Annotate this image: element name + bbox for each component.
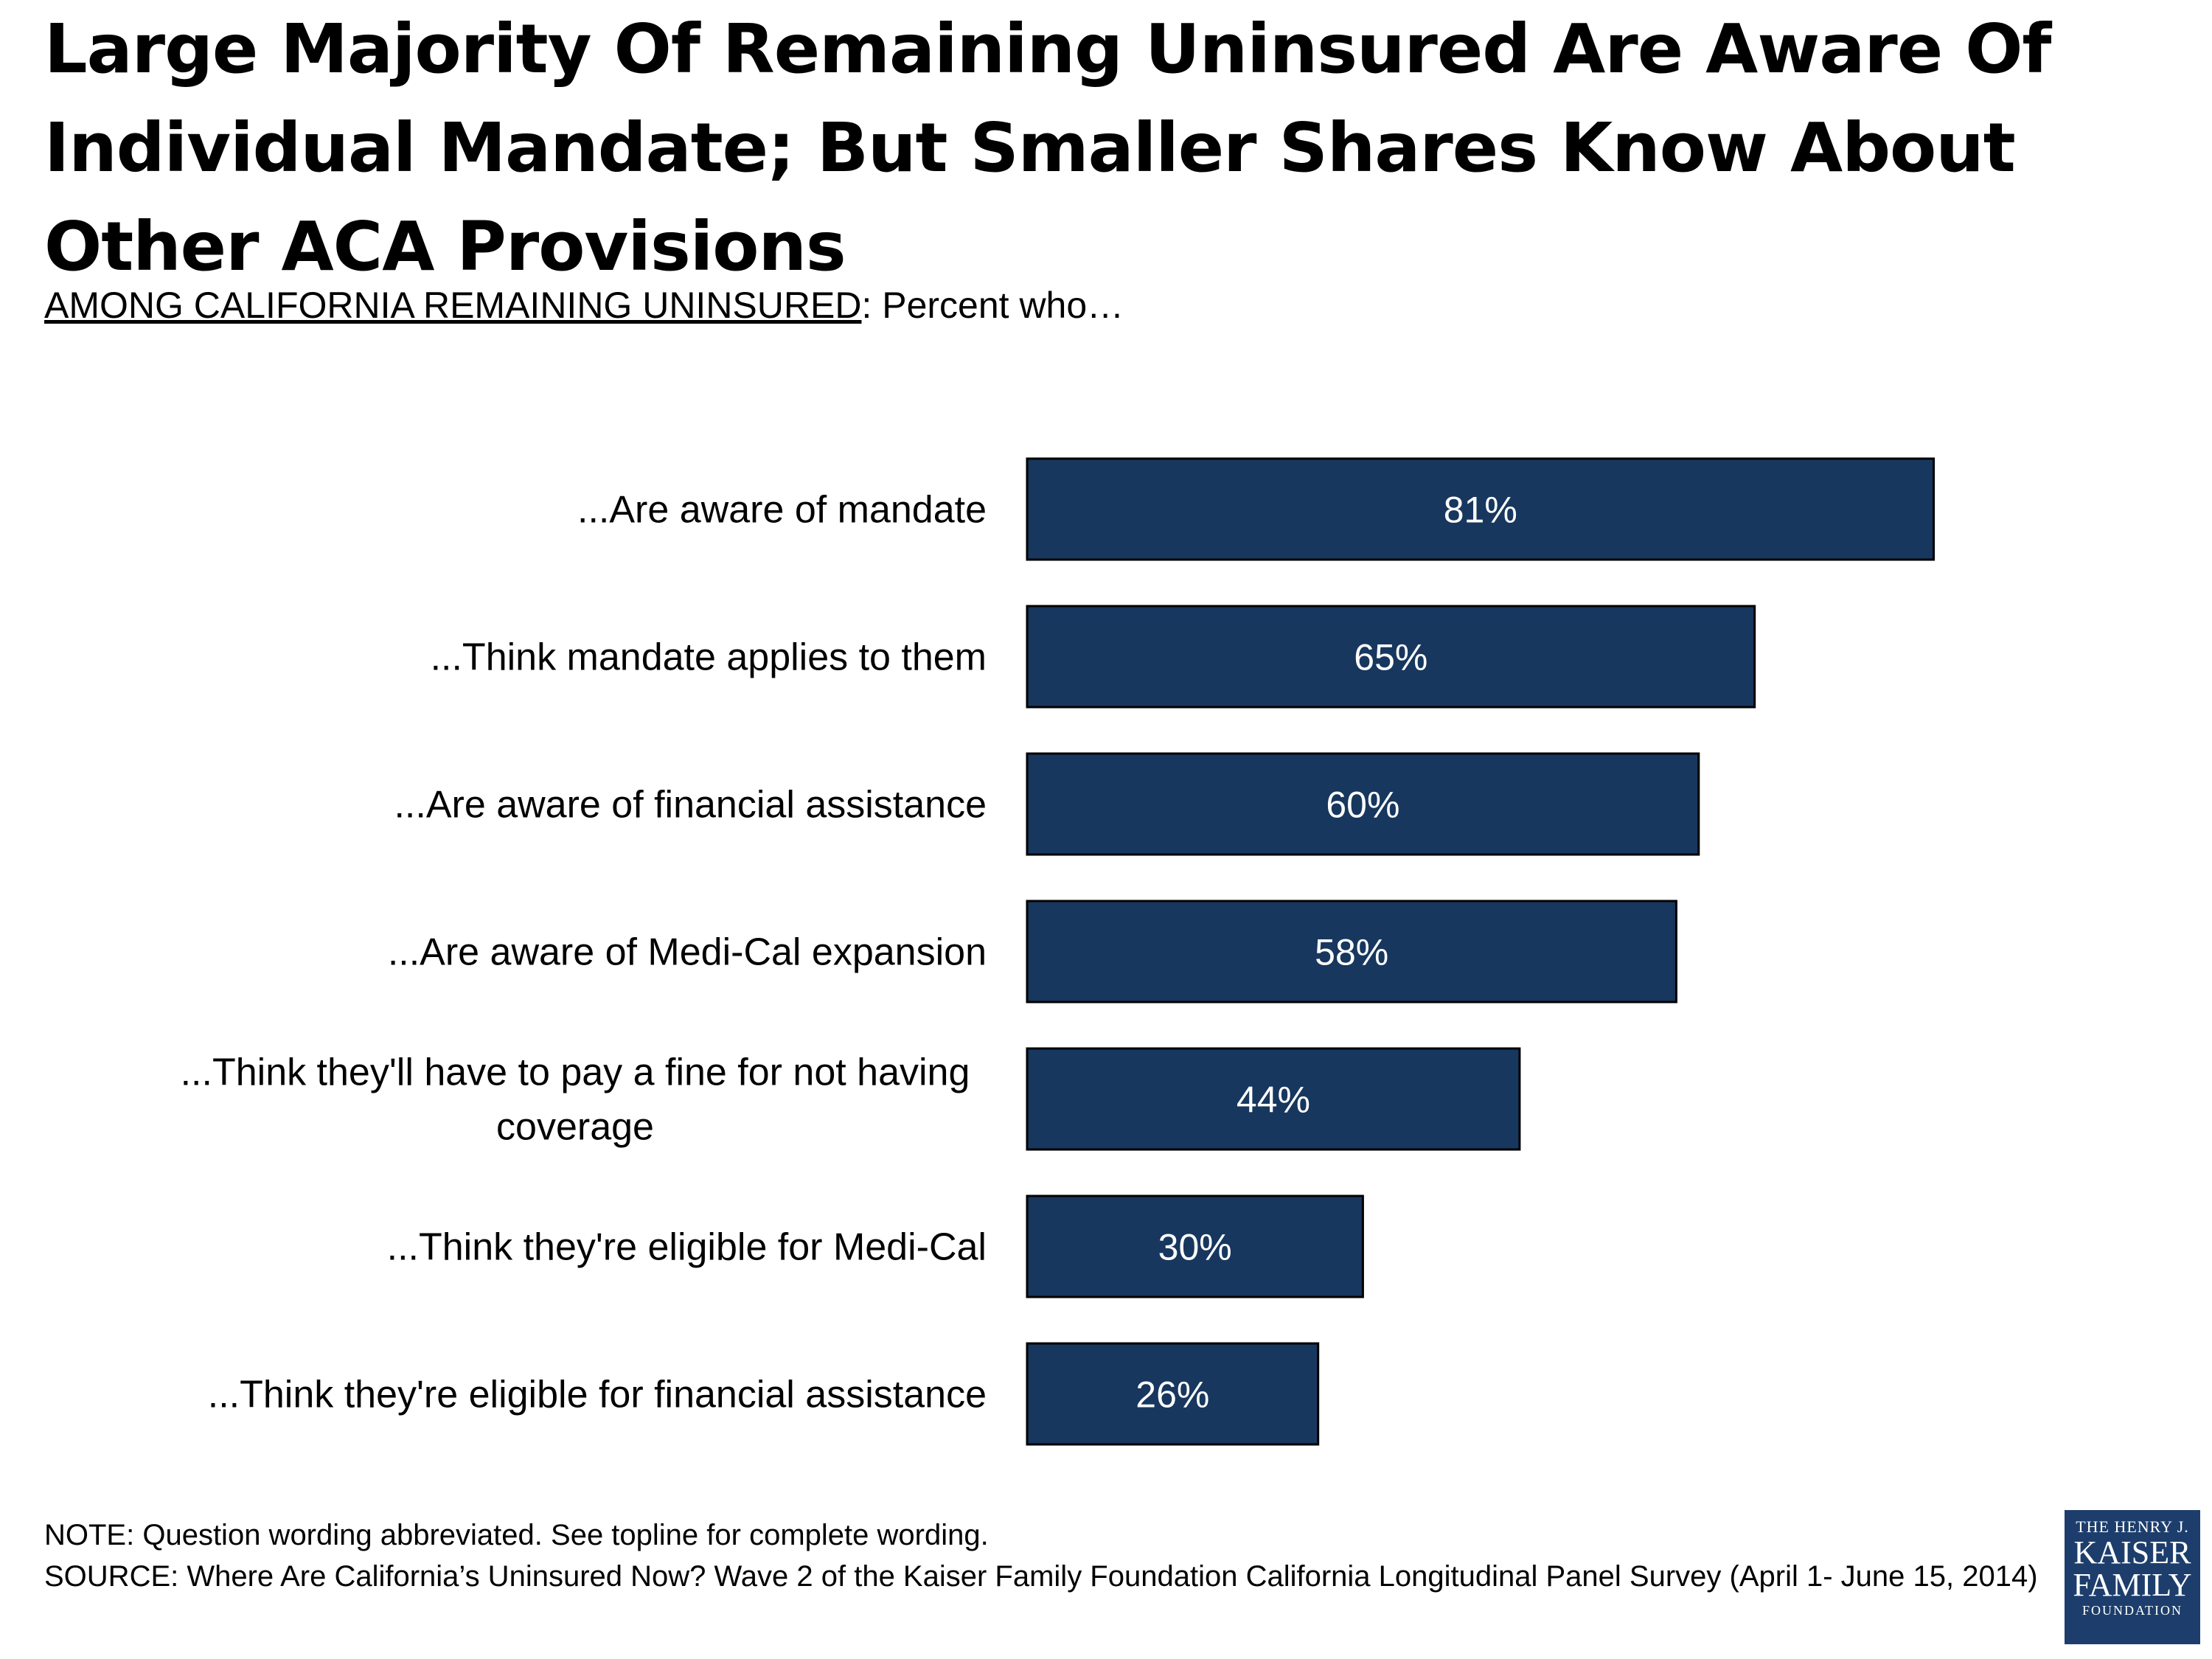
- bar-value-label: 26%: [1135, 1374, 1209, 1416]
- bar-group: 30% ...Think they're eligible for Medi-Ca…: [387, 1194, 1364, 1298]
- logo-line-1: THE HENRY J.: [2076, 1517, 2189, 1536]
- bar: [1026, 1342, 1320, 1446]
- bar-group: 26% ...Think they're eligible for financi…: [208, 1342, 1320, 1446]
- bar-group: 58% ...Are aware of Medi-Cal expansion: [388, 900, 1677, 1004]
- subtitle-population: AMONG CALIFORNIA REMAINING UNINSURED: [44, 285, 862, 326]
- bar-group: 65% ...Think mandate applies to them: [431, 605, 1756, 709]
- bar-value-label: 65%: [1354, 637, 1427, 678]
- bar-group: 44% ...Think they'll have to pay a fine f…: [181, 1047, 1521, 1151]
- chart-subtitle: AMONG CALIFORNIA REMAINING UNINSURED: Pe…: [44, 283, 1124, 327]
- category-label: ...Think they'll have to pay a fine for …: [181, 1051, 970, 1149]
- bar: [1026, 605, 1756, 709]
- category-label: ...Are aware of mandate: [577, 489, 987, 532]
- category-label: ...Think they're eligible for financial …: [208, 1374, 987, 1416]
- bar-chart: 81% ...Are aware of mandate 65% ...Think ma…: [181, 457, 1935, 1446]
- bar-value-label: 58%: [1315, 932, 1388, 973]
- category-label: ...Think mandate applies to them: [431, 636, 987, 679]
- bar-value-label: 60%: [1326, 785, 1399, 826]
- logo-line-2: KAISER: [2073, 1534, 2191, 1571]
- bar-group: 81% ...Are aware of mandate: [577, 457, 1935, 561]
- footnotes: NOTE: Question wording abbreviated. See …: [44, 1514, 2050, 1597]
- logo-line-3: FAMILY: [2073, 1567, 2192, 1603]
- logo-line-4: FOUNDATION: [2082, 1603, 2183, 1618]
- bar: [1026, 1194, 1364, 1298]
- category-label: ...Think they're eligible for Medi-Cal: [387, 1226, 987, 1269]
- subtitle-text: : Percent who…: [861, 285, 1124, 326]
- bar: [1026, 1047, 1521, 1151]
- bar: [1026, 457, 1935, 561]
- chart-title: Large Majority Of Remaining Uninsured Ar…: [44, 10, 2051, 286]
- bar: [1026, 900, 1677, 1004]
- kaiser-family-foundation-logo: THE HENRY J. KAISER FAMILY FOUNDATION: [2065, 1510, 2200, 1644]
- bar-value-label: 30%: [1158, 1227, 1232, 1268]
- bar-value-label: 44%: [1237, 1079, 1310, 1121]
- category-label-line: coverage: [496, 1106, 654, 1149]
- category-label-line: ...Think they'll have to pay a fine for …: [181, 1051, 970, 1094]
- source-text: SOURCE: Where Are California’s Uninsured…: [44, 1560, 2038, 1593]
- category-label: ...Are aware of financial assistance: [394, 784, 987, 827]
- bar-value-label: 81%: [1444, 490, 1517, 531]
- category-label: ...Are aware of Medi-Cal expansion: [388, 931, 987, 974]
- bar: [1026, 752, 1700, 856]
- note-text: NOTE: Question wording abbreviated. See …: [44, 1519, 989, 1551]
- bar-group: 60% ...Are aware of financial assistance: [394, 752, 1700, 856]
